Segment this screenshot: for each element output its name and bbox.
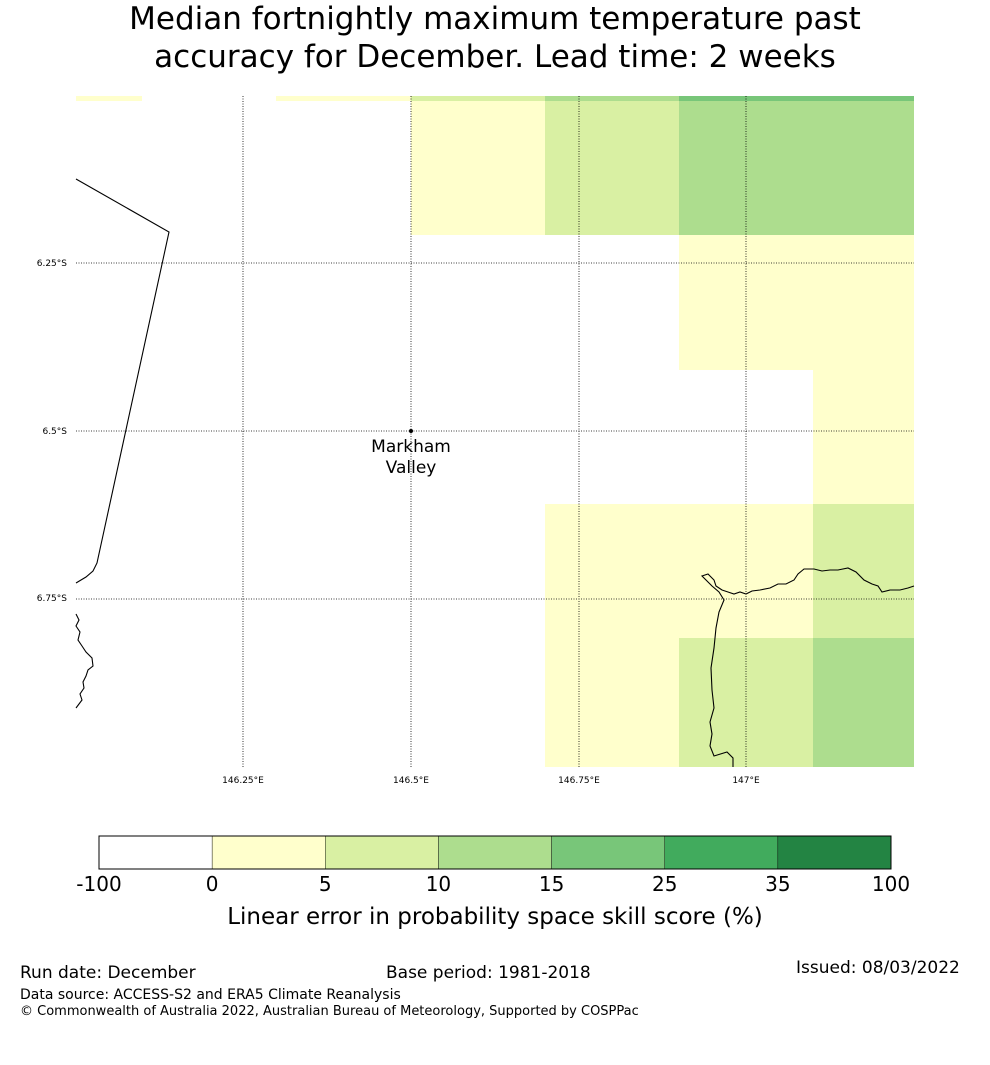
colorbar-tick-label: 5 <box>319 872 332 896</box>
lon-label: 146.25°E <box>222 776 264 786</box>
grid-cell <box>679 96 914 101</box>
colorbar-tick-label: 10 <box>426 872 451 896</box>
colorbar-tick-label: 35 <box>765 872 790 896</box>
location-label-line-1: Markham <box>371 437 451 457</box>
copyright: © Commonwealth of Australia 2022, Austra… <box>20 1004 639 1019</box>
colorbar-segment <box>211 835 326 870</box>
border-line <box>75 178 170 584</box>
colorbar-segment <box>325 835 439 870</box>
colorbar: -100 0 5 10 15 25 35 100 Linear error in probab… <box>76 835 910 930</box>
colorbar-segment <box>664 835 779 870</box>
grid-cell <box>679 235 914 370</box>
lon-label: 146.75°E <box>558 776 600 786</box>
colorbar-tick-label: -100 <box>76 872 121 896</box>
colorbar-segment <box>438 835 552 870</box>
grid-cell <box>813 370 914 504</box>
colorbar-segment <box>551 835 665 870</box>
lon-label: 147°E <box>732 776 760 786</box>
run-date: Run date: December <box>20 963 196 983</box>
coastline-huon-gulf <box>700 567 915 767</box>
grid-cell <box>679 101 914 235</box>
grid-cell <box>76 96 142 101</box>
colorbar-tick-label: 15 <box>539 872 564 896</box>
colorbar-segment <box>777 835 892 870</box>
lon-label: 146.5°E <box>393 776 429 786</box>
grid-cell <box>411 96 545 101</box>
location-marker <box>409 429 413 433</box>
grid-cell <box>813 504 914 638</box>
base-period: Base period: 1981-2018 <box>386 963 591 983</box>
grid-cell <box>545 101 679 235</box>
grid-cell <box>545 96 679 101</box>
colorbar-segment <box>98 835 213 870</box>
lat-label: 6.5°S <box>42 427 67 437</box>
colorbar-outline <box>98 835 892 870</box>
issued-date: Issued: 08/03/2022 <box>796 958 960 978</box>
lat-label: 6.25°S <box>37 259 68 269</box>
colorbar-tick-label: 0 <box>206 872 219 896</box>
title-line-2: accuracy for December. Lead time: 2 week… <box>154 39 836 75</box>
location-label-line-2: Valley <box>386 458 437 478</box>
data-source: Data source: ACCESS-S2 and ERA5 Climate … <box>20 987 401 1003</box>
skill-map: 6.25°S 6.5°S 6.75°S 146.25°E 146.5°E 146… <box>37 96 915 786</box>
coastlines <box>75 178 915 767</box>
colorbar-label: Linear error in probability space skill … <box>227 904 763 930</box>
map-title: Median fortnightly maximum temperature p… <box>0 0 990 76</box>
grid-cell <box>411 101 545 235</box>
grid-cell <box>813 638 914 767</box>
grid-cell <box>276 96 411 101</box>
grid-cell <box>545 504 813 638</box>
skill-grid <box>76 96 914 767</box>
colorbar-tick-label: 100 <box>872 872 910 896</box>
colorbar-segments <box>98 835 892 870</box>
grid-cell <box>545 638 679 767</box>
coastline-west <box>75 613 94 709</box>
lat-label: 6.75°S <box>37 594 68 604</box>
title-line-1: Median fortnightly maximum temperature p… <box>129 1 861 37</box>
colorbar-tick-label: 25 <box>652 872 677 896</box>
